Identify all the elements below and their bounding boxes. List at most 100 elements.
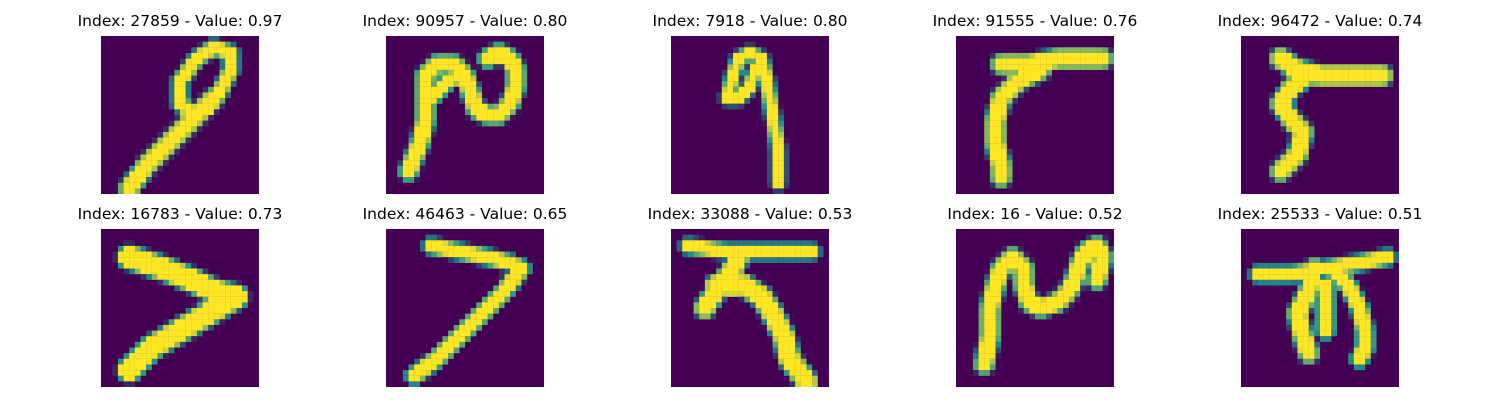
pixel bbox=[1286, 274, 1292, 280]
pixel bbox=[448, 341, 454, 348]
pixel bbox=[414, 370, 420, 376]
pixel bbox=[1348, 251, 1354, 258]
pixel bbox=[716, 279, 722, 286]
pixel bbox=[783, 251, 790, 258]
pixel bbox=[1068, 285, 1075, 292]
pixel bbox=[1063, 262, 1069, 269]
pixel bbox=[984, 313, 990, 320]
pixel bbox=[1314, 279, 1321, 286]
pixel bbox=[1269, 274, 1275, 280]
pixel bbox=[710, 296, 717, 303]
pixel bbox=[716, 240, 722, 247]
pixel bbox=[1291, 291, 1298, 297]
pixel bbox=[202, 52, 209, 59]
pixel bbox=[733, 81, 739, 87]
pixel bbox=[498, 92, 505, 99]
pixel bbox=[1006, 86, 1013, 93]
pixel bbox=[1365, 257, 1371, 263]
pixel bbox=[1291, 160, 1298, 166]
pixel bbox=[1325, 330, 1332, 337]
pixel bbox=[163, 341, 169, 348]
pixel bbox=[1342, 251, 1349, 258]
pixel bbox=[1308, 131, 1315, 138]
pixel bbox=[1018, 285, 1024, 292]
pixel bbox=[168, 103, 175, 110]
pixel bbox=[687, 245, 694, 252]
pixel bbox=[1029, 274, 1036, 280]
pixel bbox=[134, 347, 141, 354]
pixel bbox=[414, 143, 420, 149]
pixel bbox=[699, 240, 705, 247]
pixel bbox=[1365, 308, 1371, 314]
pixel bbox=[436, 64, 443, 70]
pixel bbox=[755, 86, 762, 93]
pixel bbox=[1274, 262, 1281, 269]
pixel bbox=[1393, 251, 1399, 258]
pixel bbox=[744, 81, 751, 87]
pixel bbox=[1320, 279, 1326, 286]
pixel bbox=[1308, 126, 1315, 133]
pixel bbox=[487, 41, 494, 48]
pixel bbox=[1006, 58, 1013, 65]
pixel bbox=[425, 131, 432, 138]
pixel bbox=[151, 336, 158, 342]
pixel bbox=[459, 64, 466, 70]
pixel bbox=[425, 358, 432, 365]
pixel bbox=[213, 313, 220, 320]
pixel bbox=[750, 58, 756, 65]
pixel bbox=[470, 262, 477, 269]
pixel bbox=[984, 103, 990, 110]
pixel bbox=[1297, 302, 1304, 309]
pixel bbox=[442, 245, 449, 252]
pixel bbox=[470, 251, 477, 258]
pixel bbox=[1359, 353, 1366, 359]
pixel bbox=[521, 64, 528, 70]
pixel bbox=[1068, 296, 1075, 303]
pixel bbox=[727, 103, 734, 110]
pixel bbox=[1286, 171, 1292, 178]
pixel bbox=[984, 353, 990, 359]
pixel bbox=[504, 268, 511, 275]
pixel bbox=[146, 143, 152, 149]
pixel bbox=[185, 98, 192, 104]
pixel bbox=[1108, 47, 1114, 54]
pixel bbox=[123, 251, 130, 258]
pixel bbox=[453, 75, 460, 82]
pixel bbox=[778, 148, 784, 155]
pixel bbox=[1057, 291, 1064, 297]
pixel bbox=[196, 109, 203, 116]
pixel bbox=[1393, 257, 1399, 263]
pixel bbox=[738, 291, 745, 297]
pixel bbox=[225, 302, 231, 309]
pixel bbox=[487, 52, 494, 59]
pixel bbox=[1274, 103, 1281, 110]
pixel bbox=[213, 47, 220, 54]
pixel bbox=[1308, 69, 1315, 76]
pixel bbox=[1314, 257, 1321, 263]
pixel bbox=[704, 279, 711, 286]
pixel bbox=[419, 126, 426, 133]
pixel bbox=[755, 81, 762, 87]
pixel bbox=[1303, 330, 1309, 337]
pixel bbox=[1297, 81, 1304, 87]
pixel bbox=[772, 160, 779, 166]
pixel bbox=[1051, 291, 1058, 297]
pixel bbox=[431, 347, 437, 354]
pixel bbox=[766, 143, 773, 149]
pixel bbox=[984, 143, 990, 149]
pixel bbox=[470, 324, 477, 331]
pixel bbox=[1012, 251, 1019, 258]
pixel bbox=[755, 302, 762, 309]
pixel bbox=[766, 92, 773, 99]
pixel bbox=[1006, 69, 1013, 76]
pixel bbox=[1308, 64, 1315, 70]
pixel bbox=[1097, 64, 1103, 70]
pixel bbox=[402, 148, 409, 155]
pixel bbox=[1274, 69, 1281, 76]
pixel bbox=[498, 291, 505, 297]
pixel bbox=[778, 302, 784, 309]
pixel bbox=[1280, 165, 1287, 172]
pixel bbox=[140, 336, 147, 342]
pixel bbox=[772, 81, 779, 87]
pixel bbox=[476, 302, 483, 309]
